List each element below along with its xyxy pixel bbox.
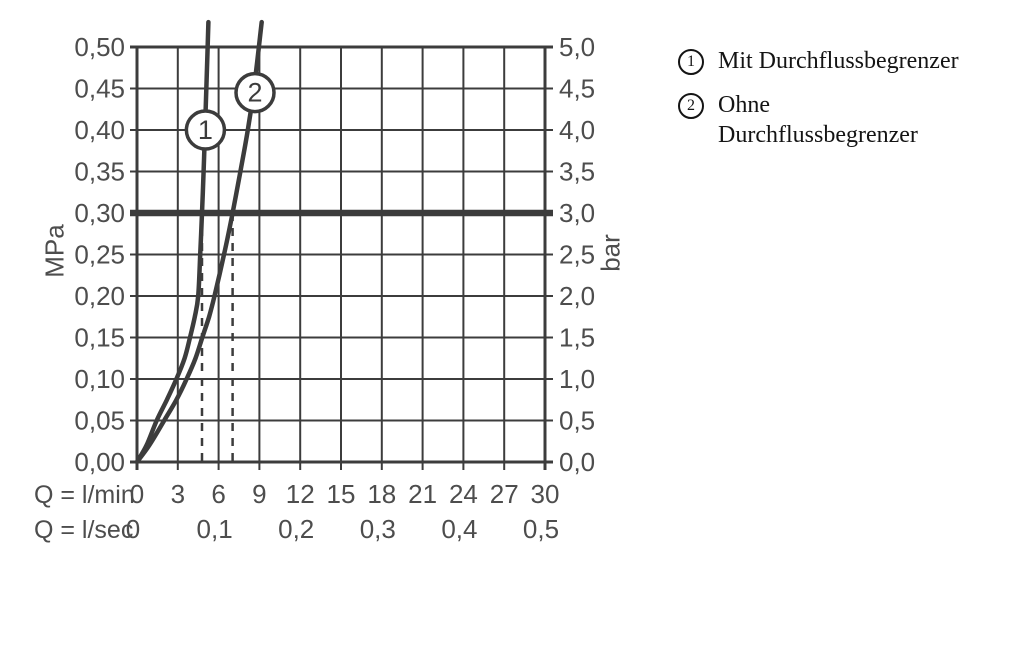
x-lsec-tick-label: 0,2 xyxy=(278,514,314,544)
x-lmin-tick-label: 30 xyxy=(531,479,560,509)
chart-legend: 1 Mit Durchflussbegrenzer 2 Ohne Durchfl… xyxy=(678,46,970,164)
x-lmin-tick-label: 9 xyxy=(252,479,266,509)
y-right-tick-label: 2,5 xyxy=(559,240,595,270)
x-lmin-tick-label: 15 xyxy=(327,479,356,509)
x-axis-row2-label: Q = l/sec xyxy=(34,516,134,544)
x-lmin-tick-label: 27 xyxy=(490,479,519,509)
x-lmin-tick-label: 18 xyxy=(367,479,396,509)
y-right-tick-label: 0,5 xyxy=(559,406,595,436)
y-left-tick-label: 0,00 xyxy=(74,447,125,477)
y-right-tick-label: 5,0 xyxy=(559,32,595,62)
y-right-tick-label: 4,0 xyxy=(559,115,595,145)
x-lsec-tick-label: 0 xyxy=(126,514,140,544)
curve-marker-circle-1 xyxy=(184,109,227,151)
legend-label-1: Mit Durchflussbegrenzer xyxy=(718,48,959,74)
x-lmin-tick-label: 12 xyxy=(286,479,315,509)
curve-marker-circle-2 xyxy=(234,71,276,114)
x-axis-row1-label: Q = l/min xyxy=(34,481,135,509)
y-axis-unit-left: MPa xyxy=(39,224,70,278)
curve-marker-number-1: 1 xyxy=(198,115,213,145)
x-lmin-tick-label: 0 xyxy=(130,479,144,509)
y-right-tick-label: 3,0 xyxy=(559,198,595,228)
y-left-tick-label: 0,30 xyxy=(74,198,125,228)
y-left-tick-label: 0,10 xyxy=(74,364,125,394)
y-left-tick-label: 0,25 xyxy=(74,240,125,270)
y-left-tick-label: 0,50 xyxy=(74,32,125,62)
curve-marker-number-2: 2 xyxy=(247,78,262,108)
x-lmin-tick-label: 6 xyxy=(211,479,225,509)
x-lsec-tick-label: 0,4 xyxy=(441,514,477,544)
x-lmin-tick-label: 24 xyxy=(449,479,478,509)
x-lsec-tick-label: 0,3 xyxy=(360,514,396,544)
y-left-tick-label: 0,40 xyxy=(74,115,125,145)
x-lsec-tick-label: 0,5 xyxy=(523,514,559,544)
x-lmin-tick-label: 21 xyxy=(408,479,437,509)
legend-marker-1-icon: 1 xyxy=(678,49,704,75)
y-right-tick-label: 4,5 xyxy=(559,74,595,104)
y-right-tick-label: 3,5 xyxy=(559,157,595,187)
y-left-tick-label: 0,35 xyxy=(74,157,125,187)
x-lsec-tick-label: 0,1 xyxy=(197,514,233,544)
y-left-tick-label: 0,45 xyxy=(74,74,125,104)
y-right-tick-label: 1,0 xyxy=(559,364,595,394)
curve-2 xyxy=(134,19,264,465)
legend-item-2: 2 Ohne Durchflussbegrenzer xyxy=(678,90,970,151)
y-right-tick-label: 1,5 xyxy=(559,323,595,353)
legend-item-1: 1 Mit Durchflussbegrenzer xyxy=(678,46,970,77)
legend-marker-2-icon: 2 xyxy=(678,92,704,119)
y-axis-unit-right: bar xyxy=(595,234,626,272)
y-left-tick-label: 0,05 xyxy=(74,406,125,436)
legend-label-2: Ohne Durchflussbegrenzer xyxy=(718,91,918,149)
y-right-tick-label: 0,0 xyxy=(559,447,595,477)
x-lmin-tick-label: 3 xyxy=(171,479,185,509)
y-left-tick-label: 0,15 xyxy=(74,323,125,353)
y-right-tick-label: 2,0 xyxy=(559,281,595,311)
y-left-tick-label: 0,20 xyxy=(74,281,125,311)
